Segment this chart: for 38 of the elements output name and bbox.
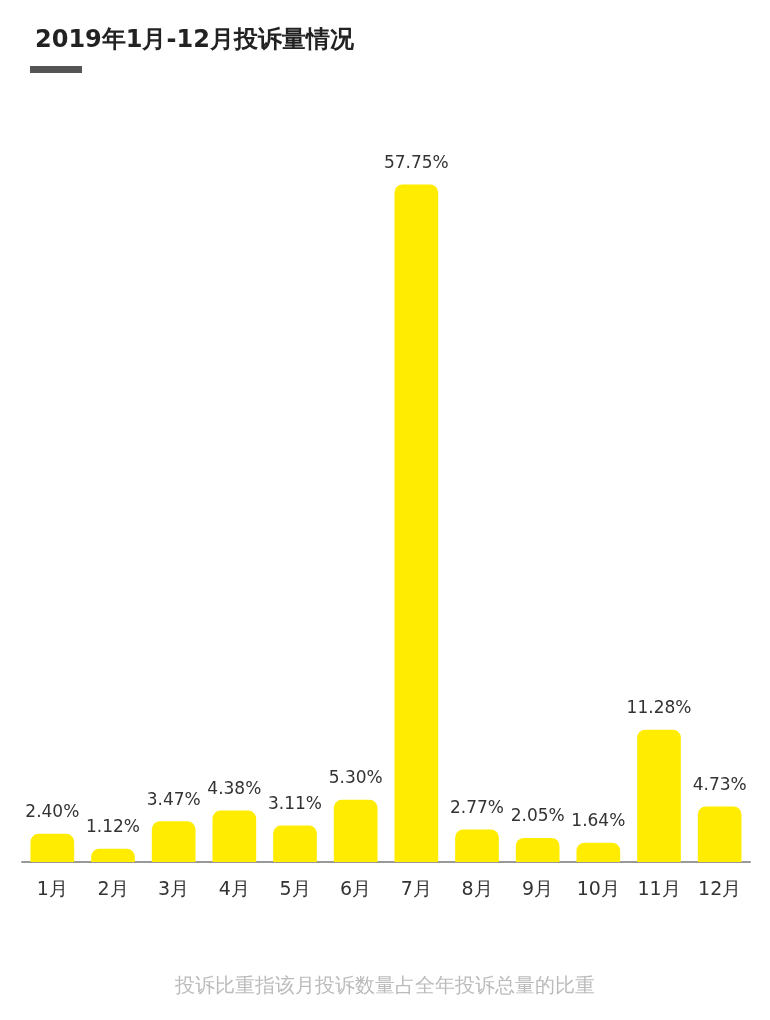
bar [394, 184, 439, 862]
bar [91, 848, 135, 862]
data-label: 11.28% [626, 697, 692, 718]
bar [30, 833, 75, 862]
data-label: 3.11% [267, 793, 323, 814]
data-label: 2.77% [449, 797, 505, 817]
x-tick-label: 12月 [698, 876, 742, 899]
bar [273, 825, 317, 862]
x-tick-label: 3月 [158, 876, 190, 899]
x-tick-label: 8月 [461, 876, 493, 899]
data-label: 4.38% [207, 778, 262, 799]
data-label: 2.05% [510, 805, 565, 826]
data-label: 5.30% [328, 767, 383, 788]
x-tick-label: 4月 [218, 876, 250, 899]
bar [576, 842, 621, 862]
bar [515, 837, 560, 862]
bar [212, 810, 257, 862]
data-label: 3.47% [146, 788, 201, 809]
x-tick-label: 5月 [279, 876, 311, 899]
text: 投诉比重指该月投诉数量占全年投诉总量的比重 [174, 973, 595, 997]
data-label: 57.75% [383, 151, 449, 172]
data-label: 1.12% [85, 816, 141, 837]
bar [455, 829, 499, 862]
x-tick-label: 2月 [97, 876, 129, 899]
x-tick-label: 10月 [576, 876, 620, 899]
x-tick-label: 11月 [637, 876, 681, 899]
x-tick-label: 6月 [340, 876, 372, 899]
chart-title: 2019年1月-12月投诉量情况 [35, 25, 355, 53]
x-tick-label: 1月 [36, 876, 68, 899]
bar [637, 729, 681, 862]
data-label: 1.64% [571, 810, 626, 831]
x-tick-label: 7月 [400, 876, 432, 899]
x-tick-label: 9月 [522, 876, 554, 899]
bar [333, 799, 378, 862]
data-label: 4.73% [692, 774, 747, 794]
data-label: 2.40% [25, 801, 80, 822]
bar [151, 821, 196, 862]
bar [697, 806, 742, 862]
